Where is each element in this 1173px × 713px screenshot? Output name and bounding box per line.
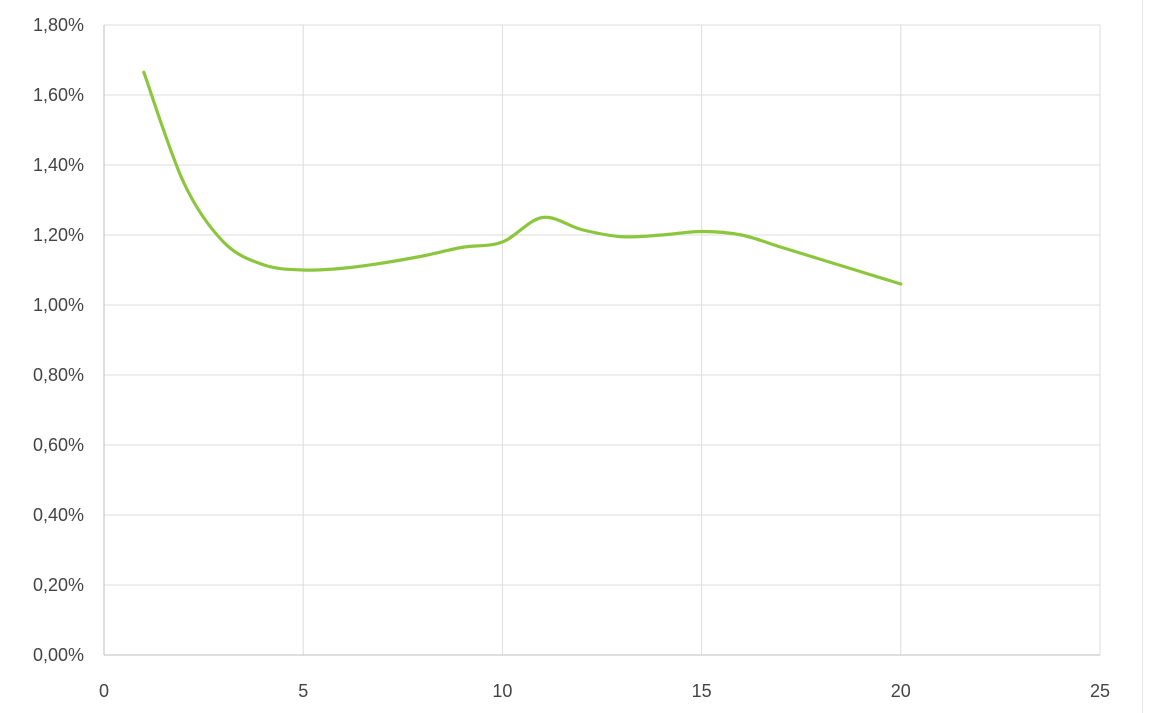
y-tick-label: 1,80% (33, 15, 84, 35)
x-axis-tick-labels: 0 5 10 15 20 25 (99, 681, 1110, 701)
x-tick-label: 15 (692, 681, 712, 701)
y-tick-label: 0,00% (33, 645, 84, 665)
axes (103, 25, 1100, 656)
x-tick-label: 5 (298, 681, 308, 701)
page-edge-line (1142, 0, 1143, 713)
y-tick-label: 0,40% (33, 505, 84, 525)
gridlines (104, 24, 1101, 655)
series-line (142, 70, 903, 286)
x-tick-label: 25 (1090, 681, 1110, 701)
x-tick-label: 20 (891, 681, 911, 701)
series-layer (142, 70, 903, 286)
x-tick-label: 0 (99, 681, 109, 701)
y-axis-tick-labels: 0,00% 0,20% 0,40% 0,60% 0,80% 1,00% 1,20% 1,40%… (33, 15, 84, 665)
x-tick-label: 10 (492, 681, 512, 701)
y-tick-label: 1,40% (33, 155, 84, 175)
y-tick-label: 0,20% (33, 575, 84, 595)
y-tick-label: 0,80% (33, 365, 84, 385)
y-tick-label: 1,00% (33, 295, 84, 315)
y-tick-label: 0,60% (33, 435, 84, 455)
y-tick-label: 1,20% (33, 225, 84, 245)
y-tick-label: 1,60% (33, 85, 84, 105)
